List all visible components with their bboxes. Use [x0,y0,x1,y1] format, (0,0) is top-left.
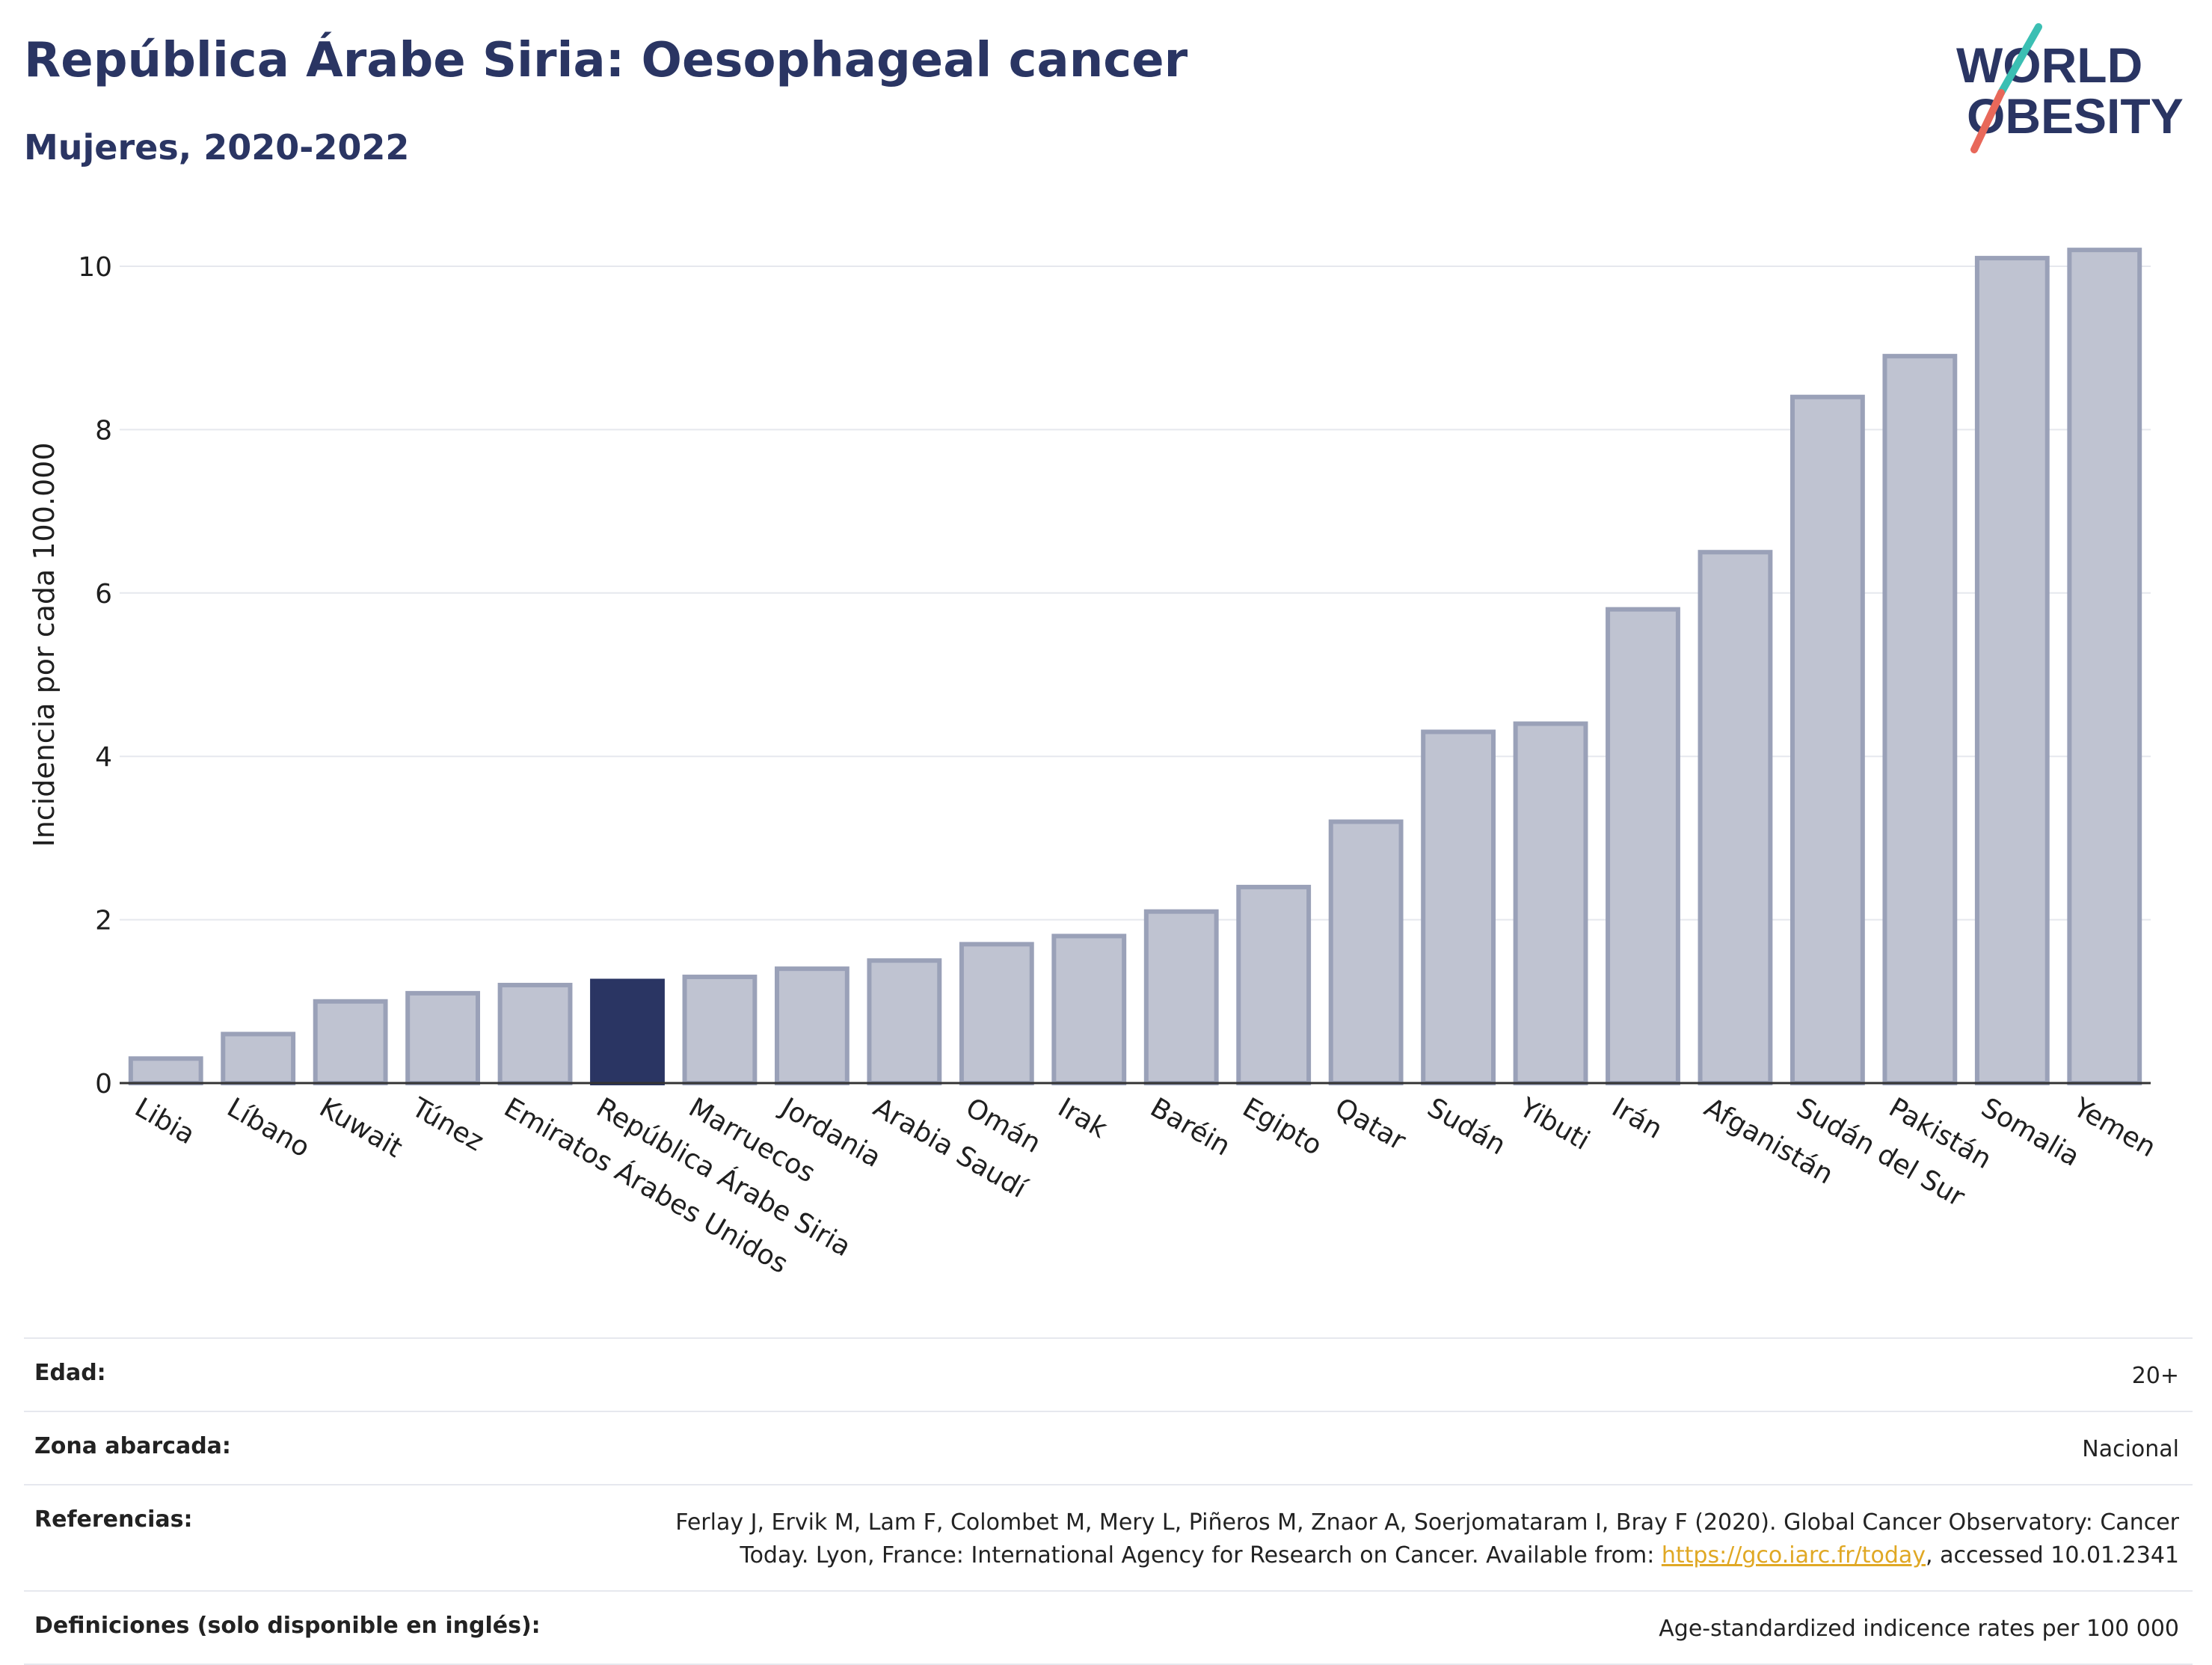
reference-line-1: Ferlay J, Ervik M, Lam F, Colombet M, Me… [675,1509,2179,1536]
x-tick-label-yibuti: Yibuti [1514,1092,1594,1156]
bar-libano [221,1031,296,1085]
y-tick-label: 8 [95,415,112,446]
meta-value-references: Ferlay J, Ervik M, Lam F, Colombet M, Me… [675,1506,2179,1572]
bar-republica-arabe-siria [590,978,665,1085]
bar-yemen [2067,248,2142,1085]
meta-value-definitions: Age-standardized indicence rates per 100… [1659,1616,2179,1642]
meta-row-coverage: Zona abarcada: Nacional [24,1411,2193,1484]
logo-slash-bottom [1970,89,2005,153]
bar-jordania [774,966,850,1085]
x-tick-label-barein: Baréin [1145,1092,1235,1162]
meta-value-coverage: Nacional [2082,1436,2179,1462]
bar-libia [128,1056,203,1085]
bar-pakistan [1882,354,1958,1085]
bar-chart: 0 2 4 6 8 10 Incidencia por cada 100.000 Libi… [28,248,2161,1280]
x-tick-label-qatar: Qatar [1330,1092,1410,1156]
bar-iran [1606,607,1680,1085]
x-tick-label-arabia-saudi: Arabia Saudí [868,1092,1032,1204]
x-tick-label-irak: Irak [1053,1092,1113,1144]
bar-tunez [405,990,481,1086]
meta-label-age: Edad: [34,1360,106,1386]
x-tick-label-egipto: Egipto [1238,1092,1327,1162]
meta-row-references: Referencias: Ferlay J, Ervik M, Lam F, C… [24,1484,2193,1590]
x-tick-label-tunez: Túnez [406,1092,489,1158]
meta-label-references: Referencias: [34,1506,193,1533]
reference-line-2: Today. Lyon, France: International Agenc… [740,1542,1662,1569]
meta-label-definitions: Definiciones (solo disponible en inglés)… [34,1613,541,1639]
x-tick-label-somalia: Somalia [1976,1092,2084,1173]
x-tick-label-kuwait: Kuwait [314,1092,408,1164]
y-tick-label: 6 [95,579,112,610]
x-tick-label-yemen: Yemen [2068,1092,2161,1164]
bars [128,248,2142,1086]
bar-marruecos [682,975,758,1086]
meta-value-age: 20+ [2131,1363,2179,1389]
bar-egipto [1236,884,1312,1086]
page-title: República Árabe Siria: Oesophageal cance… [24,33,1188,88]
world-obesity-logo: WORLD OBESITY [1956,23,2184,153]
bar-somalia [1974,256,2050,1086]
meta-row-age: Edad: 20+ [24,1337,2193,1411]
bar-irak [1051,933,1127,1085]
reference-link[interactable]: https://gco.iarc.fr/today [1661,1542,1926,1569]
reference-accessed: , accessed 10.01.2341 [1926,1542,2179,1569]
bar-sudan-del-sur [1789,394,1865,1085]
bar-arabia-saudi [867,958,942,1085]
y-axis-ticks: 0 2 4 6 8 10 [78,252,112,1100]
x-tick-label-sudan: Sudán [1422,1092,1511,1161]
bar-qatar [1328,819,1404,1086]
bar-kuwait [313,999,388,1086]
bar-yibuti [1513,721,1588,1086]
y-axis-label: Incidencia por cada 100.000 [28,442,61,847]
y-tick-label: 2 [95,906,112,936]
y-tick-label: 0 [95,1069,112,1100]
meta-label-coverage: Zona abarcada: [34,1433,231,1459]
x-tick-label-libano: Líbano [222,1092,315,1163]
y-tick-label: 10 [78,252,112,283]
bar-oman [959,942,1034,1085]
bar-afganistan [1698,550,1773,1085]
x-tick-label-libia: Libia [129,1092,200,1150]
x-tick-label-iran: Irán [1607,1092,1668,1145]
bar-barein [1143,909,1219,1086]
meta-row-definitions: Definiciones (solo disponible en inglés)… [24,1590,2193,1665]
metadata-table: Edad: 20+ Zona abarcada: Nacional Refere… [24,1337,2193,1665]
logo-slash-top [1997,23,2042,96]
logo-text-world: WORLD [1956,37,2142,93]
bar-emiratos-arabes-unidos [497,982,573,1085]
bar-sudan [1421,729,1496,1085]
page-subtitle: Mujeres, 2020-2022 [24,127,410,168]
y-tick-label: 4 [95,742,112,773]
